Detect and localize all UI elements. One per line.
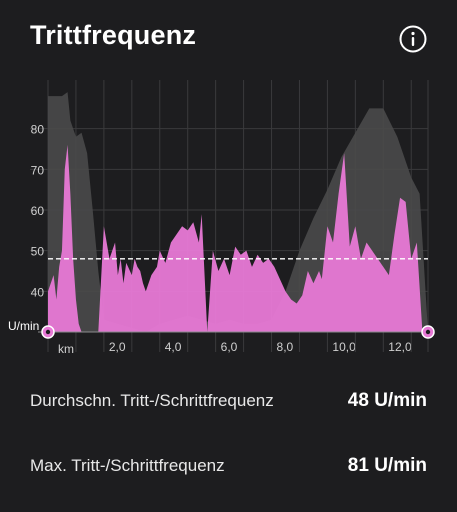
x-tick-label: 4,0 — [165, 340, 182, 354]
average-cadence-value: 48 U/min — [347, 390, 427, 411]
max-cadence-row: Max. Tritt-/Schrittfrequenz 81 U/min — [30, 455, 427, 477]
max-cadence-value: 81 U/min — [347, 455, 427, 476]
x-tick-label: 8,0 — [277, 340, 294, 354]
y-unit-label: U/min — [8, 319, 39, 333]
cadence-area — [48, 144, 428, 332]
average-cadence-label: Durchschn. Tritt-/Schrittfrequenz — [30, 391, 274, 410]
x-tick-label: 2,0 — [109, 340, 126, 354]
info-button[interactable] — [398, 24, 428, 54]
max-cadence-label: Max. Tritt-/Schrittfrequenz — [30, 456, 225, 475]
average-cadence-row: Durchschn. Tritt-/Schrittfrequenz 48 U/m… — [30, 390, 427, 412]
x-tick-label: 12,0 — [388, 340, 412, 354]
page-title: Trittfrequenz — [30, 20, 197, 50]
y-tick-label: 50 — [31, 245, 45, 259]
y-tick-label: 60 — [31, 204, 45, 218]
end-marker-dot — [425, 329, 431, 335]
x-tick-label: 6,0 — [221, 340, 238, 354]
y-tick-label: 40 — [31, 285, 45, 299]
y-tick-label: 70 — [31, 163, 45, 177]
cadence-chart: 80 70 60 50 40 2,0 4,0 6,0 8,0 10,0 12,0 U/min km — [8, 80, 435, 356]
x-tick-label: 10,0 — [332, 340, 356, 354]
y-tick-label: 80 — [31, 123, 45, 137]
start-marker-dot — [45, 329, 51, 335]
info-circle-icon — [399, 25, 427, 53]
x-unit-label: km — [58, 342, 74, 356]
